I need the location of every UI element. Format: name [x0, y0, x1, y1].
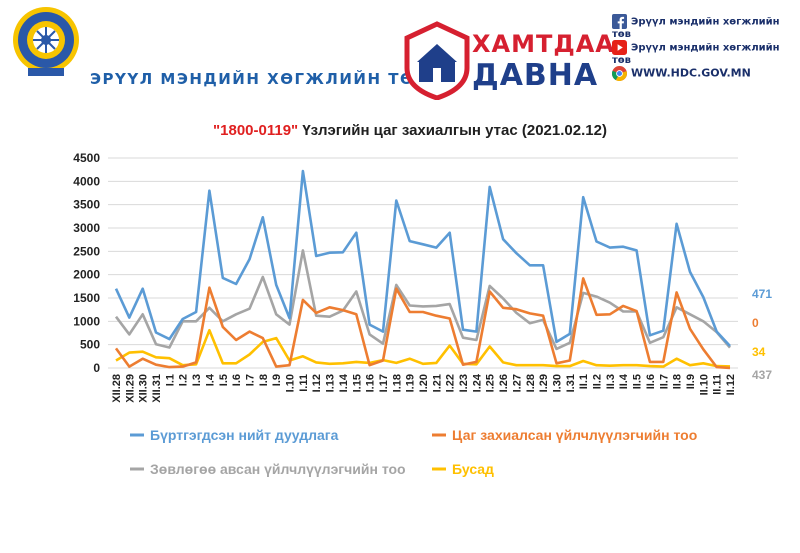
campaign-ger-icon [404, 21, 470, 100]
x-tick-label: I.2 [178, 374, 190, 386]
y-tick-label: 4500 [73, 151, 100, 165]
chart-title-phone: "1800-0119" [213, 122, 298, 139]
chart-title: "1800-0119" Үзлэгийн цаг захиалгын утас … [213, 122, 607, 139]
end-labels: 471 0 437 34 [752, 287, 772, 382]
x-tick-label: I.5 [218, 374, 230, 386]
x-tick-label: II.5 [632, 374, 644, 389]
campaign-slogan-line2: ДАВНА [472, 58, 599, 93]
x-tick-label: I.25 [485, 374, 497, 392]
legend: Бүртгэгдсэн нийт дуудлага Цаг захиалсан ү… [130, 427, 697, 477]
x-tick-label: I.12 [311, 374, 323, 392]
x-tick-label: I.24 [471, 373, 483, 392]
x-tick-label: II.8 [672, 374, 684, 389]
x-tick-label: II.7 [658, 374, 670, 389]
legend-label-3: Бусад [452, 461, 494, 477]
facebook-icon [612, 14, 627, 29]
series-end-label-0: 471 [752, 287, 772, 301]
facebook-link[interactable]: Эрүүл мэндийн хөгжлийн төв [612, 14, 800, 40]
x-tick-label: I.4 [204, 373, 216, 386]
header: ЭРҮҮЛ МЭНДИЙН ХӨГЖЛИЙН ТӨВ ХАМТДАА ДАВНА… [0, 0, 800, 110]
x-tick-label: I.23 [458, 374, 470, 392]
x-tick-label: I.1 [164, 374, 176, 386]
y-tick-label: 4000 [73, 174, 100, 188]
x-tick-label: XII.30 [138, 374, 150, 403]
x-tick-label: I.22 [445, 374, 457, 392]
campaign-slogan-line1: ХАМТДАА [472, 30, 615, 58]
x-tick-label: I.26 [498, 374, 510, 392]
x-tick-label: I.16 [365, 374, 377, 392]
y-tick-label: 1000 [73, 314, 100, 328]
y-axis-ticks: 0 500 1000 1500 2000 2500 3000 3500 4000 4500 [73, 151, 100, 375]
x-tick-label: I.21 [431, 374, 443, 392]
series-end-label-1: 0 [752, 316, 759, 330]
x-tick-label: I.18 [391, 374, 403, 392]
x-tick-label: I.19 [405, 374, 417, 392]
y-tick-label: 500 [80, 338, 100, 352]
y-tick-label: 3000 [73, 221, 100, 235]
x-tick-label: II.3 [605, 374, 617, 389]
website-link[interactable]: WWW.HDC.GOV.MN [612, 66, 751, 81]
x-tick-label: II.1 [578, 374, 590, 389]
x-tick-label: I.15 [351, 374, 363, 392]
x-tick-label: II.6 [645, 374, 657, 389]
y-tick-label: 0 [93, 361, 100, 375]
x-axis-ticks: XII.28 XII.29 XII.30 XII.31 I.1 I.2 I.3 I.4 I.5 I… [111, 373, 737, 403]
x-tick-label: I.13 [325, 374, 337, 392]
series-line-0 [114, 169, 731, 347]
youtube-icon [612, 40, 627, 55]
x-tick-label: I.29 [538, 374, 550, 392]
x-tick-label: II.9 [685, 374, 697, 389]
x-tick-label: I.10 [285, 374, 297, 392]
x-tick-label: I.27 [511, 374, 523, 392]
youtube-link[interactable]: Эрүүл мэндийн хөгжлийн төв [612, 40, 800, 66]
legend-label-0: Бүртгэгдсэн нийт дуудлага [150, 427, 339, 443]
soyombo-logo-icon [13, 7, 79, 76]
legend-label-1: Цаг захиалсан үйлчлүүлэгчийн тоо [452, 427, 697, 443]
x-tick-label: I.11 [298, 374, 310, 392]
x-tick-label: I.31 [565, 374, 577, 392]
x-tick-label: I.3 [191, 374, 203, 386]
x-tick-label: XII.31 [151, 374, 163, 403]
x-tick-label: II.12 [725, 374, 737, 395]
x-tick-label: I.8 [258, 374, 270, 386]
x-tick-label: II.4 [618, 373, 630, 389]
y-tick-label: 2500 [73, 244, 100, 258]
facebook-link-label: Эрүүл мэндийн хөгжлийн төв [612, 16, 780, 41]
y-tick-label: 2000 [73, 268, 100, 282]
grid-lines [108, 157, 738, 369]
org-name: ЭРҮҮЛ МЭНДИЙН ХӨГЖЛИЙН ТӨВ [90, 70, 428, 88]
website-link-label: WWW.HDC.GOV.MN [631, 66, 751, 80]
series-lines [114, 169, 731, 370]
x-tick-label: I.28 [525, 374, 537, 392]
x-tick-label: II.10 [698, 374, 710, 395]
youtube-link-label: Эрүүл мэндийн хөгжлийн төв [612, 42, 780, 67]
x-tick-label: II.2 [592, 374, 604, 389]
x-tick-label: II.11 [712, 374, 724, 395]
x-tick-label: I.7 [244, 374, 256, 386]
legend-label-2: Зөвлөгөө авсан үйлчлүүлэгчийн тоо [150, 461, 406, 477]
x-tick-label: I.14 [338, 373, 350, 392]
series-end-label-2: 437 [752, 368, 772, 382]
y-tick-label: 3500 [73, 198, 100, 212]
series-line-3 [115, 328, 731, 368]
x-tick-label: I.9 [271, 374, 283, 386]
series-line-1 [114, 277, 731, 370]
y-tick-label: 1500 [73, 291, 100, 305]
x-tick-label: I.6 [231, 374, 243, 386]
x-tick-label: I.17 [378, 374, 390, 392]
x-tick-label: I.30 [551, 374, 563, 392]
x-tick-label: XII.29 [124, 374, 136, 403]
x-tick-label: XII.28 [111, 374, 123, 403]
chrome-icon [612, 66, 627, 81]
chart-title-text: Үзлэгийн цаг захиалгын утас (2021.02.12) [298, 122, 607, 139]
series-end-label-3: 34 [752, 345, 766, 359]
x-tick-label: I.20 [418, 374, 430, 392]
calls-line-chart: "1800-0119" Үзлэгийн цаг захиалгын утас … [73, 122, 772, 477]
